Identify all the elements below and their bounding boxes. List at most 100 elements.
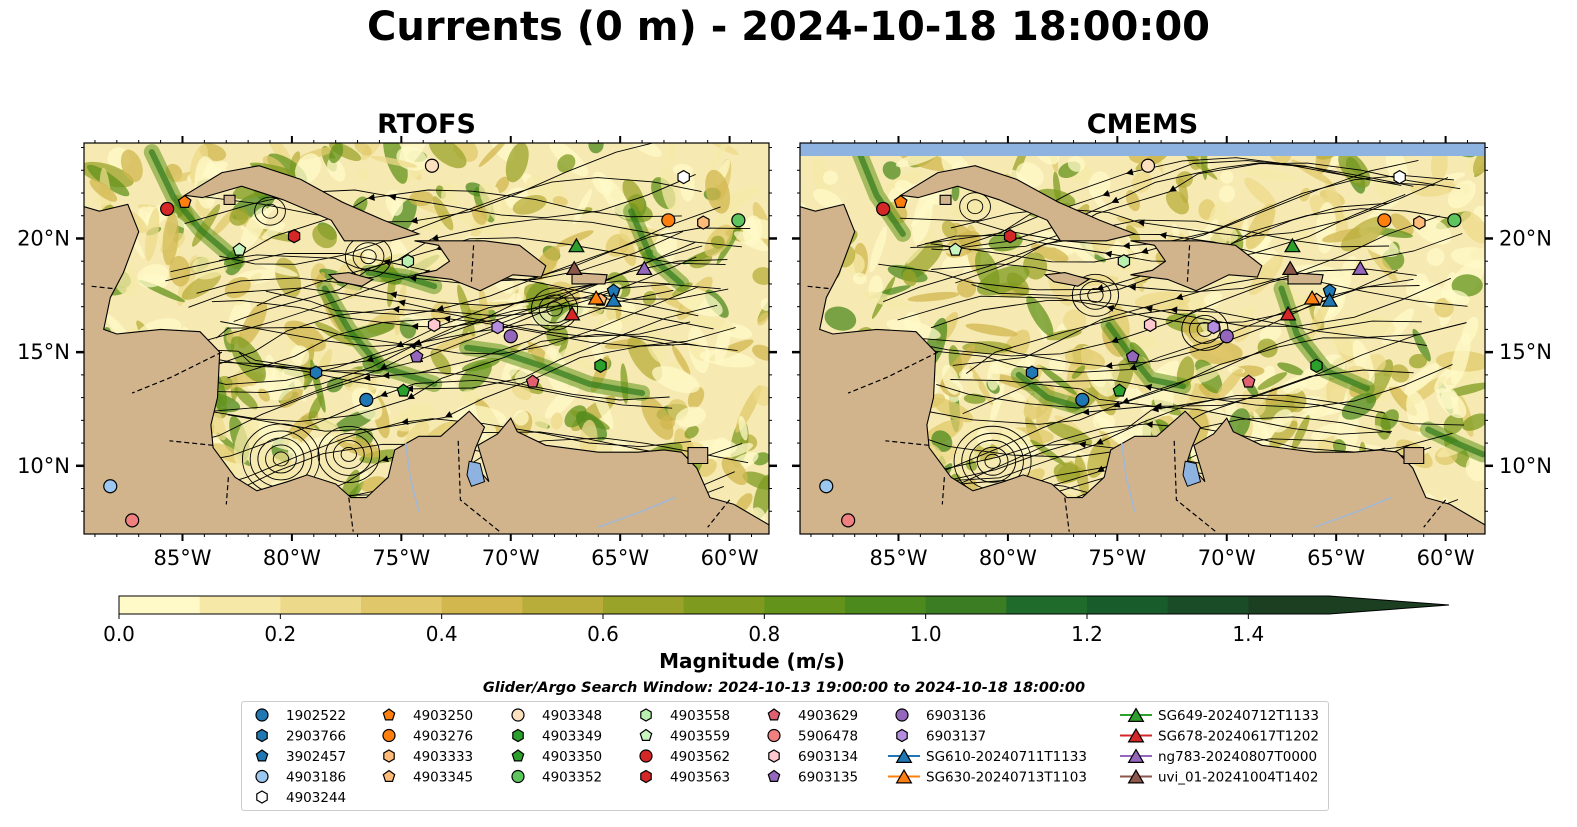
streamline-arrow [1129,363,1138,371]
magnitude-patch [261,222,286,240]
country-border [470,245,475,282]
magnitude-patch [287,438,303,461]
streamline-arrow [1128,283,1136,291]
colorbar-tick-label: 1.0 [910,622,942,646]
streamline-arrow [444,411,453,418]
streamline [201,333,698,423]
magnitude-patch [249,162,300,177]
magnitude-patch [1064,347,1106,370]
country-border [707,499,731,528]
magnitude-patch [1325,320,1360,357]
eddy-streamline [261,203,279,219]
lon-tick-label: 65°W [1307,546,1365,570]
eddy-streamline [984,453,1001,469]
magnitude-patch [650,281,685,309]
eddy-streamline [272,451,290,467]
magnitude-patch [247,272,262,285]
magnitude-patch [1277,362,1304,376]
float-marker [427,317,441,333]
magnitude-patch [910,184,946,227]
landmass [800,203,1485,534]
streamline-arrow [1145,421,1153,429]
streamline-arrow [409,274,417,282]
magnitude-patch [1460,211,1485,244]
legend-marker [256,728,268,743]
legend-marker [382,708,396,721]
lon-tick-label: 80°W [263,546,321,570]
magnitude-patch [1259,325,1282,343]
streamline [910,160,1402,248]
float-marker [1219,329,1234,344]
streamline-arrow [431,234,439,242]
colorbar-segment [280,596,362,614]
colorbar-tick-label: 1.2 [1071,622,1103,646]
streamline [883,219,1390,303]
eddy-streamline [340,446,357,462]
country-border [457,440,501,533]
glider-marker [1351,260,1369,275]
landmass [1043,272,1091,287]
magnitude-patch [958,369,974,379]
colorbar-tick-label: 0.6 [587,622,619,646]
legend-label: 4903350 [542,749,602,765]
magnitude-patch [1095,414,1129,448]
float-marker [677,169,690,185]
magnitude-patch [588,143,604,154]
colorbar: 0.0 0.2 0.4 0.6 0.8 1.0 1.2 1.4 Magnitude (m/s) G… [103,595,1450,696]
legend-label: 4903348 [542,708,602,724]
streamline [930,277,1451,329]
magnitude-patch [261,263,298,277]
magnitude-patch [618,233,637,267]
panel-title: RTOFS [377,109,476,140]
magnitude-patch [989,381,1005,427]
magnitude-patch [699,350,755,368]
magnitude-patch [1053,462,1081,483]
magnitude-patch [327,158,346,182]
magnitude-patch [354,143,372,156]
magnitude-patch [370,155,418,168]
streamline [162,324,674,413]
magnitude-patch [1450,247,1485,269]
legend-label: SG630-20240713T1103 [926,770,1087,786]
colorbar-segment [361,596,443,614]
landmass [1130,240,1263,292]
magnitude-patch [666,143,677,164]
magnitude-patch [145,207,160,262]
magnitude-patch [1434,297,1454,318]
magnitude-patch [603,294,617,327]
magnitude-patch [1216,368,1243,399]
country-border [1186,245,1191,282]
country-border [885,440,930,446]
country-border [1173,440,1217,533]
colorbar-tick-label: 0.4 [426,622,458,646]
eddy-streamline [325,432,373,476]
legend-marker [640,769,652,784]
country-border [169,440,214,446]
eddy-streamline [257,437,305,481]
magnitude-patch [329,143,344,164]
landmass [84,203,769,534]
legend-label: 6903134 [798,749,858,765]
magnitude-patch [1228,408,1251,439]
legend-label: ng783-20240807T0000 [1158,749,1317,765]
lon-tick-label: 70°W [1198,546,1256,570]
magnitude-patch [742,215,763,246]
country-border [806,285,829,290]
lat-tick-label: 10°N [17,454,70,478]
magnitude-patch [716,218,745,265]
streamline-arrow [1121,397,1130,404]
streamline-arrow [380,390,388,398]
magnitude-patch [1443,414,1464,435]
float-marker [893,194,908,208]
float-marker [424,158,440,173]
float-marker [309,365,323,380]
magnitude-patch [1046,421,1093,446]
magnitude-patch [530,414,549,431]
float-marker [401,254,415,269]
colorbar-segment [1248,596,1330,614]
float-marker [525,374,540,388]
no-data-strip [800,143,1485,156]
magnitude-patch [671,345,691,376]
legend-label: SG610-20240711T1133 [926,749,1087,765]
magnitude-patch [710,235,725,249]
